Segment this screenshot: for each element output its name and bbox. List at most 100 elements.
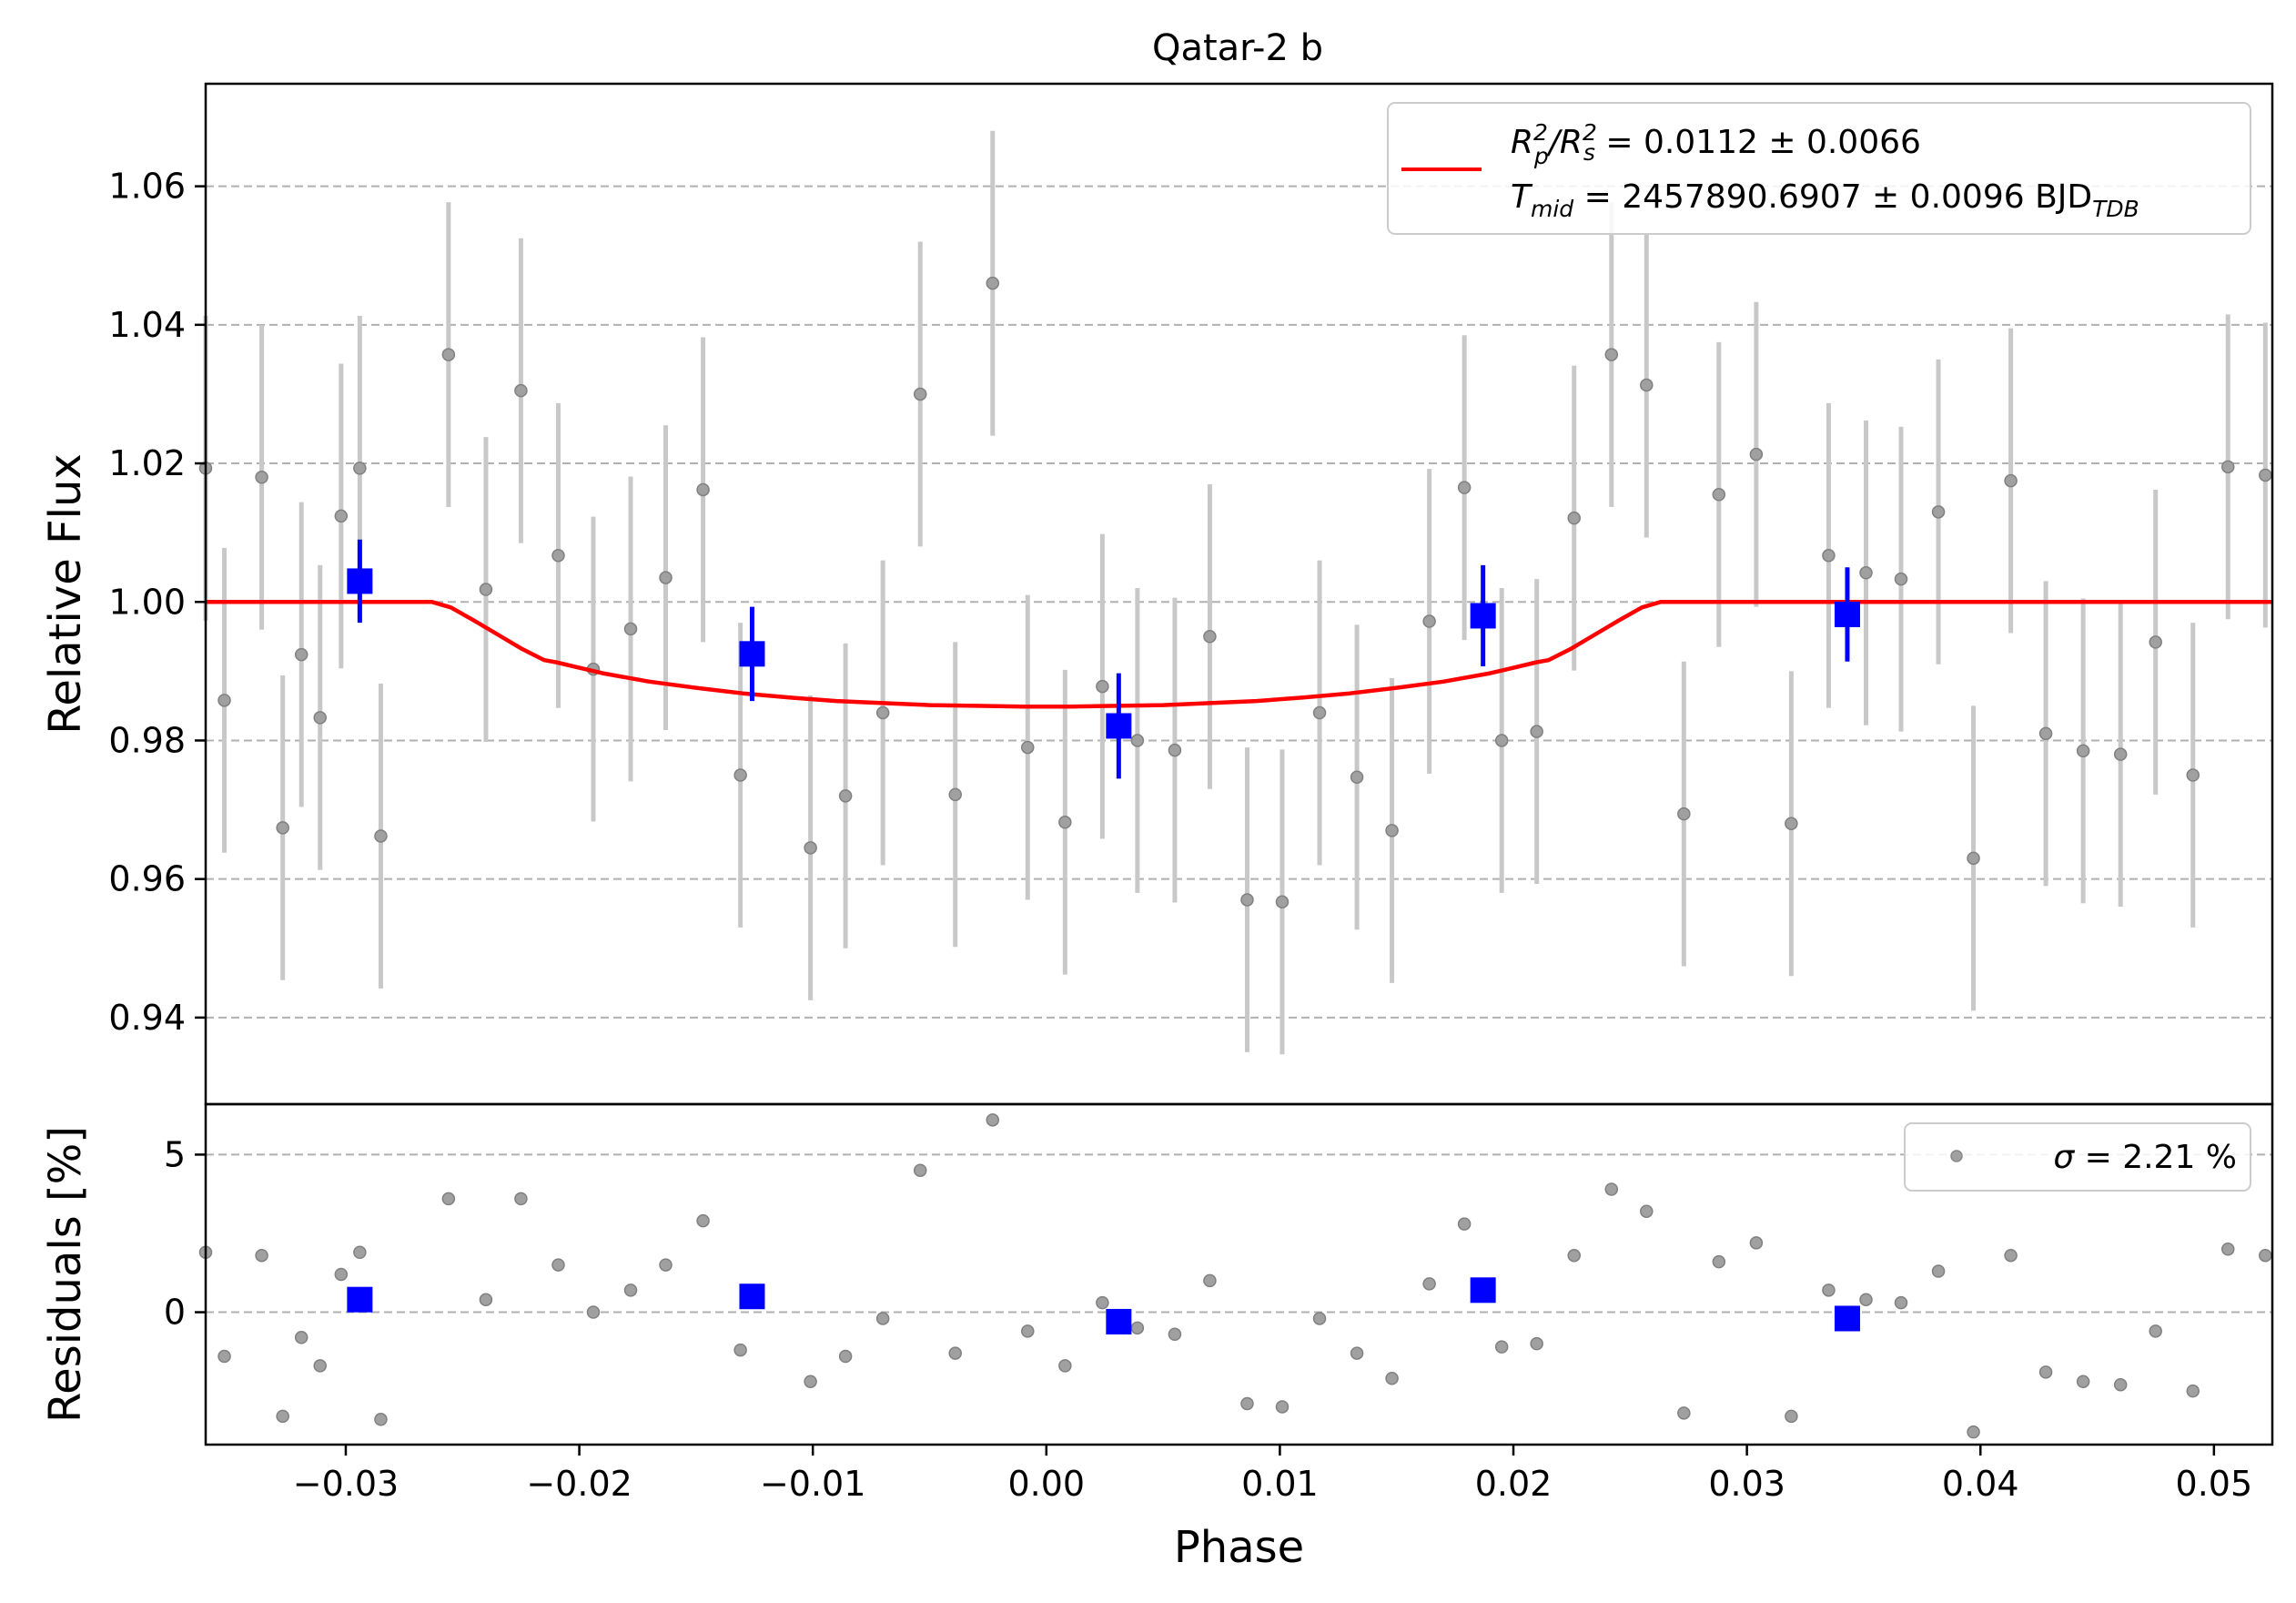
flux-point [313,711,327,725]
flux-point [276,821,289,835]
flux-point [2186,768,2200,782]
residual-point [353,1245,367,1260]
binned-flux-point [1470,603,1496,629]
flux-point [1967,851,1980,866]
residual-point [2038,1365,2053,1379]
residuals-panel: 0 5 Residuals [%] σ = 2.21 % [40,1102,2274,1446]
legend-radius-ratio: R2 p/R2 s = 0.0112 ± 0.0066 [1511,119,1921,169]
flux-point [1457,481,1472,494]
residual-point [217,1349,231,1364]
binned-flux-point [739,641,765,667]
residual-point [1130,1321,1145,1335]
residual-point [313,1359,327,1373]
flux-point [1312,705,1327,720]
residual-point [1457,1217,1472,1231]
x-tick-label: −0.03 [293,1464,399,1504]
flux-point [1640,378,1654,392]
flux-point [2004,473,2018,488]
flux-point [334,509,349,523]
flux-point [1240,893,1254,907]
flux-point [623,622,638,636]
flux-point [1203,630,1217,644]
residual-point [441,1192,456,1206]
flux-point [733,768,747,782]
binned-flux-point [1834,601,1860,627]
residual-point [479,1293,493,1306]
x-tick-label: 0.00 [1007,1464,1085,1504]
flux-point [374,829,388,843]
flux-point [2149,635,2162,649]
residuals-y-tick-label: 0 [164,1293,186,1333]
residual-point [1640,1204,1654,1218]
flux-y-tick-label: 0.94 [108,998,186,1038]
residual-point [948,1346,962,1360]
residual-point [2113,1377,2128,1392]
flux-point [948,787,962,802]
residuals-y-tick-label: 5 [164,1134,186,1174]
y-axis-label-flux: Relative Flux [40,453,91,735]
legend-mid-time: Tmid = 2457890.6907 ± 0.0096 BJDTDB [1511,178,2139,222]
residual-point [1712,1254,1726,1269]
binned-residual-point [347,1286,373,1313]
flux-point [875,705,890,720]
residual-point [623,1283,638,1297]
residual-point [1604,1182,1619,1196]
flux-point [217,694,231,707]
residual-point [1822,1283,1836,1297]
residual-point [1312,1312,1327,1325]
flux-y-tick-label: 1.00 [108,582,186,622]
residual-point [875,1312,890,1325]
residual-point [255,1248,268,1263]
residual-point [1677,1406,1691,1420]
binned-residual-point [1470,1277,1496,1304]
flux-point [804,841,817,855]
residual-point [2076,1375,2090,1388]
sigma-legend-box [1904,1122,2251,1192]
flux-point [1604,348,1619,361]
residual-point [276,1409,289,1424]
flux-point [2220,460,2235,474]
flux-point [838,789,853,803]
x-tick-label: 0.03 [1708,1464,1785,1504]
flux-y-tick-label: 1.02 [108,443,186,483]
flux-point [353,462,367,475]
flux-point [294,647,308,662]
flux-point [1130,734,1145,747]
flux-point [2113,747,2128,761]
residual-point [2220,1243,2235,1256]
residual-point [1530,1336,1543,1351]
x-axis-label: Phase [1174,1522,1304,1573]
residual-point [294,1331,308,1344]
flux-point [1749,447,1764,462]
residual-point [659,1258,673,1272]
flux-point [1275,895,1290,909]
fit-legend: R2 p/R2 s = 0.0112 ± 0.0066 Tmid = 2457890… [1387,102,2251,235]
residual-point [1494,1340,1509,1354]
residual-point [1422,1277,1436,1291]
legend-sigma: σ = 2.21 % [2053,1139,2237,1176]
residual-point [696,1213,710,1228]
flux-point [441,348,456,361]
sigma-legend: σ = 2.21 % [1904,1122,2251,1192]
flux-y-tick-label: 1.06 [108,167,186,207]
flux-point [1859,566,1873,580]
residual-point [986,1113,1000,1127]
legend-residual-marker [1950,1150,1963,1162]
residual-point [838,1349,853,1364]
flux-y-tick-label: 0.96 [108,859,186,899]
residual-point [1096,1295,1109,1310]
residual-point [1931,1264,1946,1278]
flux-point [1021,740,1035,755]
flux-point [1494,734,1509,747]
flux-panel: 0.94 0.96 0.98 1.00 1.02 1.04 1.06 Relative Fl… [40,82,2274,1106]
residual-point [1859,1293,1873,1306]
flux-point [1350,770,1364,785]
residual-point [551,1258,565,1272]
residual-point [2149,1324,2162,1338]
residual-point [1567,1248,1581,1263]
flux-point [1422,614,1436,628]
binned-residual-point [1834,1305,1860,1332]
x-tick-label: 0.02 [1475,1464,1553,1504]
residuals-panel-frame [204,1102,2274,1446]
flux-point [2038,726,2053,741]
